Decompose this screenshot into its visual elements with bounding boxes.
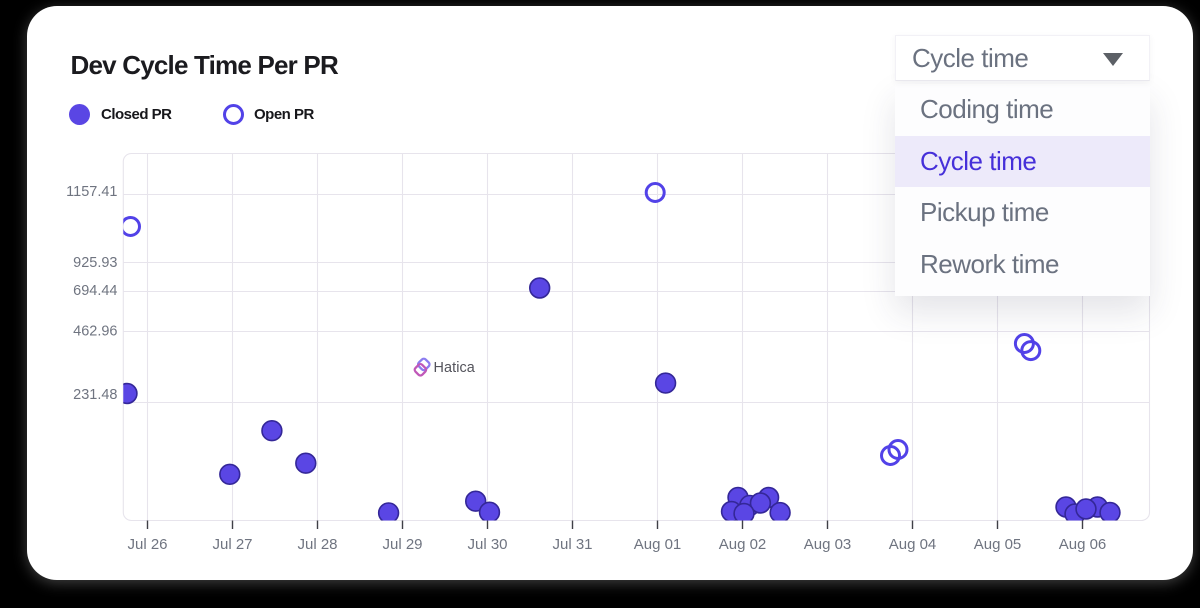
- svg-text:Jul 31: Jul 31: [552, 536, 592, 553]
- svg-text:Jul 28: Jul 28: [297, 536, 337, 553]
- svg-text:1157.41: 1157.41: [66, 184, 117, 200]
- svg-text:Aug 05: Aug 05: [974, 536, 1022, 553]
- svg-text:Aug 04: Aug 04: [889, 536, 937, 553]
- svg-text:Jul 26: Jul 26: [127, 536, 167, 553]
- svg-text:Aug 01: Aug 01: [634, 536, 682, 553]
- svg-text:925.93: 925.93: [73, 255, 117, 271]
- svg-text:231.48: 231.48: [73, 387, 117, 403]
- svg-text:Aug 03: Aug 03: [804, 536, 852, 553]
- svg-text:Jul 27: Jul 27: [212, 536, 252, 553]
- svg-text:Hatica: Hatica: [434, 360, 475, 376]
- svg-text:Aug 02: Aug 02: [719, 536, 767, 553]
- svg-text:Aug 06: Aug 06: [1059, 536, 1107, 553]
- svg-text:Jul 29: Jul 29: [382, 536, 422, 553]
- svg-text:462.96: 462.96: [73, 324, 117, 340]
- svg-text:Jul 30: Jul 30: [467, 536, 507, 553]
- svg-text:694.44: 694.44: [73, 283, 117, 299]
